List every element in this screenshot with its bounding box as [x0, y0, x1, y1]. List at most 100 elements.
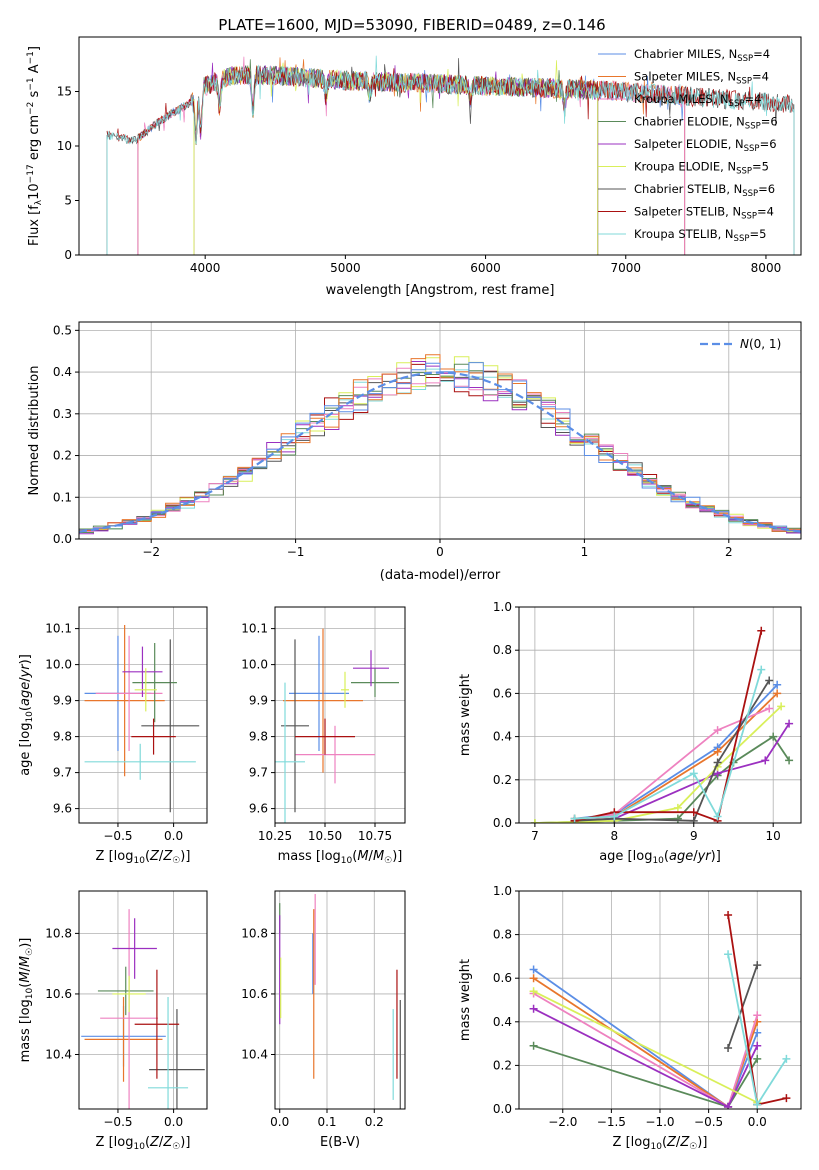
x-tick-label: 10.25	[258, 829, 292, 843]
mass-vs-metallicity-panel: −0.5 0.0 10.4 10.6 10.8 Z [log10(Z/Z☉)] mass […	[18, 890, 208, 1152]
series-marker	[757, 665, 766, 674]
y-tick-label: 0.5	[53, 323, 72, 337]
series-marker	[753, 1028, 762, 1037]
legend-label: Chabrier STELIB, NSSP=6	[634, 182, 775, 199]
y-tick-label: 0	[64, 248, 72, 262]
series-marker	[529, 974, 538, 983]
plot-area	[81, 909, 205, 1109]
series-marker	[761, 756, 770, 765]
series-marker	[530, 819, 539, 823]
axes-frame	[518, 606, 802, 824]
y-tick-label: 9.7	[249, 766, 268, 780]
legend-label: Kroupa MILES, NSSP=4	[634, 92, 761, 109]
series-line	[533, 990, 758, 1104]
plot-area	[79, 354, 801, 535]
y-tick-label: 0.1	[53, 490, 72, 504]
legend-label: Salpeter ELODIE, NSSP=6	[634, 137, 777, 154]
series-marker	[753, 1041, 762, 1050]
x-axis-label: wavelength [Angstrom, rest frame]	[326, 283, 555, 298]
series-line	[574, 723, 790, 822]
x-axis-label: Z [log10(Z/Z☉)]	[96, 849, 191, 866]
x-tick-label: 0	[436, 545, 444, 559]
y-tick-label: 0.4	[493, 730, 512, 744]
x-axis-label: Z [log10(Z/Z☉)]	[613, 1135, 708, 1152]
series-marker	[777, 702, 786, 711]
series-marker	[753, 1054, 762, 1063]
x-tick-label: −1	[287, 545, 305, 559]
y-tick-label: 10.6	[45, 987, 72, 1001]
series-line	[574, 679, 770, 822]
x-tick-label: −2.0	[548, 1115, 577, 1129]
y-tick-label: 10.8	[241, 926, 268, 940]
series-marker	[713, 747, 722, 756]
series-marker	[713, 758, 722, 767]
y-tick-label: 9.6	[249, 802, 268, 816]
histogram-step	[79, 367, 801, 532]
x-tick-label: 10.50	[308, 829, 342, 843]
series-marker	[773, 689, 782, 698]
y-tick-label: 5	[64, 194, 72, 208]
x-tick-label: 10	[766, 829, 781, 843]
x-tick-label: 10.75	[358, 829, 392, 843]
y-tick-label: 0.4	[53, 365, 72, 379]
series-line	[533, 992, 759, 1109]
x-tick-label: 7000	[610, 261, 641, 275]
legend-label: Chabrier MILES, NSSP=4	[634, 47, 770, 64]
y-tick-label: 0.8	[493, 928, 512, 942]
series-marker	[529, 1004, 538, 1013]
x-tick-label: 2	[725, 545, 733, 559]
series-marker	[785, 719, 794, 728]
series-marker	[724, 1102, 733, 1109]
figure-title: PLATE=1600, MJD=53090, FIBERID=0489, z=0…	[218, 16, 605, 34]
y-tick-label: 9.8	[249, 730, 268, 744]
x-tick-label: 8	[611, 829, 619, 843]
plot-area	[84, 625, 200, 813]
y-axis-label: Normed distribution	[27, 366, 42, 496]
x-tick-label: −1.0	[645, 1115, 674, 1129]
plot-area	[106, 55, 795, 255]
y-tick-label: 10.0	[241, 658, 268, 672]
series-marker	[529, 987, 538, 996]
y-tick-label: 0.0	[493, 816, 512, 830]
spectrum-line	[106, 55, 794, 145]
spectrum-legend: Chabrier MILES, NSSP=4 Salpeter MILES, NS…	[598, 47, 778, 244]
series-marker	[753, 961, 762, 970]
axes-frame	[78, 890, 208, 1110]
y-tick-label: 10	[57, 139, 72, 153]
series-line	[533, 1044, 758, 1108]
x-tick-label: 0.0	[748, 1115, 767, 1129]
series-marker	[570, 814, 579, 823]
x-axis-label: mass [log10(M/M☉)]	[278, 849, 403, 866]
series-marker	[689, 808, 698, 817]
y-tick-label: 9.9	[249, 694, 268, 708]
x-tick-label: −1.5	[597, 1115, 626, 1129]
y-tick-label: 0.6	[493, 686, 512, 700]
x-tick-label: 6000	[470, 261, 501, 275]
age-vs-mass-panel: 10.25 10.50 10.75 9.6 9.7 9.8 9.9 10.0 10.1 mass …	[241, 606, 406, 866]
x-axis-label: Z [log10(Z/Z☉)]	[96, 1135, 191, 1152]
axes-frame	[274, 890, 406, 1110]
y-tick-label: 10.6	[241, 987, 268, 1001]
series-line	[574, 669, 763, 820]
x-tick-label: −2	[142, 545, 160, 559]
y-axis-label: age [log10(age/yr)]	[18, 654, 35, 776]
plot-area	[279, 894, 401, 1109]
series-marker	[782, 1054, 791, 1063]
y-tick-label: 1.0	[493, 884, 512, 898]
y-tick-label: 0.3	[53, 407, 72, 421]
x-tick-label: −0.5	[103, 1115, 132, 1129]
y-tick-label: 0.4	[493, 1015, 512, 1029]
x-axis-label: (data-model)/error	[380, 568, 501, 583]
x-tick-label: −0.5	[694, 1115, 723, 1129]
series-marker	[713, 726, 722, 735]
x-tick-label: 7	[531, 829, 539, 843]
series-marker	[782, 1094, 791, 1103]
series-marker	[529, 965, 538, 974]
legend-label: Kroupa STELIB, NSSP=5	[634, 227, 766, 244]
y-tick-label: 10.1	[241, 622, 268, 636]
y-axis-label: mass [log10(M/M☉)]	[18, 938, 35, 1063]
series-marker	[769, 732, 778, 741]
x-tick-label: 1	[581, 545, 589, 559]
series-marker	[673, 814, 682, 823]
